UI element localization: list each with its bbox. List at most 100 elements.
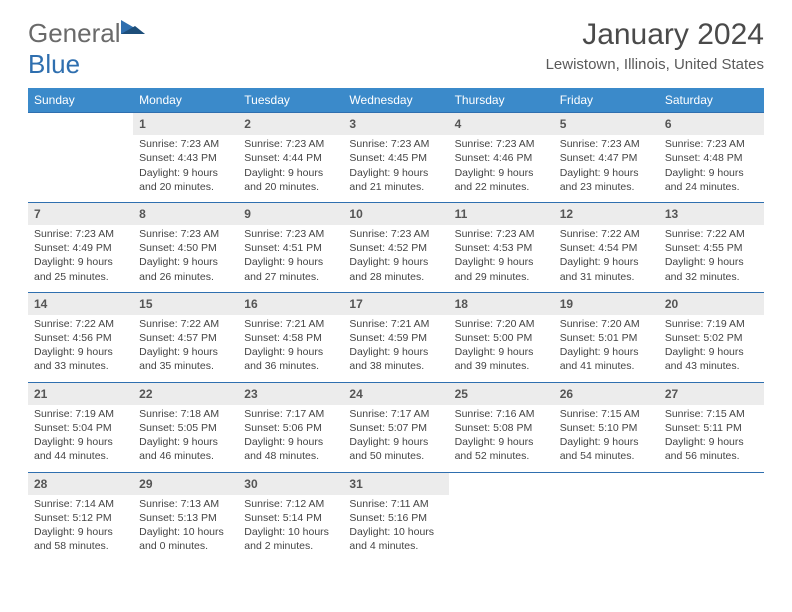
day-details-cell (659, 495, 764, 562)
sunset-text: Sunset: 4:56 PM (34, 331, 127, 345)
day-number-cell: 30 (238, 472, 343, 495)
weekday-header: Friday (554, 88, 659, 112)
sunrise-text: Sunrise: 7:23 AM (665, 137, 758, 151)
sunrise-text: Sunrise: 7:20 AM (455, 317, 548, 331)
day-number-cell: 13 (659, 202, 764, 225)
day-number-cell: 7 (28, 202, 133, 225)
day-number-cell: 11 (449, 202, 554, 225)
calendar-body: 123456Sunrise: 7:23 AMSunset: 4:43 PMDay… (28, 112, 764, 561)
day-details-cell: Sunrise: 7:20 AMSunset: 5:01 PMDaylight:… (554, 315, 659, 382)
sunrise-text: Sunrise: 7:22 AM (560, 227, 653, 241)
logo: General Blue (28, 18, 147, 80)
daynum-row: 78910111213 (28, 202, 764, 225)
details-row: Sunrise: 7:23 AMSunset: 4:43 PMDaylight:… (28, 135, 764, 202)
day-details-cell: Sunrise: 7:20 AMSunset: 5:00 PMDaylight:… (449, 315, 554, 382)
details-row: Sunrise: 7:14 AMSunset: 5:12 PMDaylight:… (28, 495, 764, 562)
sunset-text: Sunset: 4:43 PM (139, 151, 232, 165)
day-details-cell: Sunrise: 7:21 AMSunset: 4:59 PMDaylight:… (343, 315, 448, 382)
sunset-text: Sunset: 5:16 PM (349, 511, 442, 525)
daylight-text: Daylight: 9 hours and 28 minutes. (349, 255, 442, 283)
day-details-cell: Sunrise: 7:22 AMSunset: 4:56 PMDaylight:… (28, 315, 133, 382)
day-details-cell: Sunrise: 7:23 AMSunset: 4:52 PMDaylight:… (343, 225, 448, 292)
day-details-cell: Sunrise: 7:23 AMSunset: 4:46 PMDaylight:… (449, 135, 554, 202)
details-row: Sunrise: 7:22 AMSunset: 4:56 PMDaylight:… (28, 315, 764, 382)
day-number-cell: 25 (449, 382, 554, 405)
daylight-text: Daylight: 9 hours and 41 minutes. (560, 345, 653, 373)
details-row: Sunrise: 7:23 AMSunset: 4:49 PMDaylight:… (28, 225, 764, 292)
sunrise-text: Sunrise: 7:17 AM (244, 407, 337, 421)
details-row: Sunrise: 7:19 AMSunset: 5:04 PMDaylight:… (28, 405, 764, 472)
day-number-cell: 2 (238, 112, 343, 135)
weekday-header: Tuesday (238, 88, 343, 112)
daylight-text: Daylight: 10 hours and 2 minutes. (244, 525, 337, 553)
day-number-cell (449, 472, 554, 495)
sunset-text: Sunset: 4:57 PM (139, 331, 232, 345)
sunset-text: Sunset: 4:53 PM (455, 241, 548, 255)
sunset-text: Sunset: 4:50 PM (139, 241, 232, 255)
sunrise-text: Sunrise: 7:23 AM (139, 137, 232, 151)
day-number-cell: 26 (554, 382, 659, 405)
sunset-text: Sunset: 5:11 PM (665, 421, 758, 435)
day-number-cell: 8 (133, 202, 238, 225)
daylight-text: Daylight: 9 hours and 39 minutes. (455, 345, 548, 373)
day-details-cell: Sunrise: 7:13 AMSunset: 5:13 PMDaylight:… (133, 495, 238, 562)
day-details-cell: Sunrise: 7:22 AMSunset: 4:54 PMDaylight:… (554, 225, 659, 292)
sunrise-text: Sunrise: 7:15 AM (665, 407, 758, 421)
sunrise-text: Sunrise: 7:20 AM (560, 317, 653, 331)
daylight-text: Daylight: 9 hours and 20 minutes. (244, 166, 337, 194)
daylight-text: Daylight: 9 hours and 46 minutes. (139, 435, 232, 463)
sunrise-text: Sunrise: 7:23 AM (244, 137, 337, 151)
day-number-cell: 1 (133, 112, 238, 135)
sunset-text: Sunset: 5:04 PM (34, 421, 127, 435)
day-number-cell: 5 (554, 112, 659, 135)
day-number-cell: 27 (659, 382, 764, 405)
daylight-text: Daylight: 9 hours and 31 minutes. (560, 255, 653, 283)
daylight-text: Daylight: 9 hours and 23 minutes. (560, 166, 653, 194)
sunrise-text: Sunrise: 7:16 AM (455, 407, 548, 421)
daylight-text: Daylight: 10 hours and 4 minutes. (349, 525, 442, 553)
daylight-text: Daylight: 9 hours and 43 minutes. (665, 345, 758, 373)
day-details-cell: Sunrise: 7:23 AMSunset: 4:48 PMDaylight:… (659, 135, 764, 202)
day-details-cell: Sunrise: 7:23 AMSunset: 4:49 PMDaylight:… (28, 225, 133, 292)
weekday-header: Monday (133, 88, 238, 112)
daylight-text: Daylight: 9 hours and 58 minutes. (34, 525, 127, 553)
sunrise-text: Sunrise: 7:21 AM (349, 317, 442, 331)
day-number-cell: 19 (554, 292, 659, 315)
logo-text-general: General (28, 18, 121, 48)
sunset-text: Sunset: 4:45 PM (349, 151, 442, 165)
sunrise-text: Sunrise: 7:23 AM (455, 137, 548, 151)
sunrise-text: Sunrise: 7:22 AM (139, 317, 232, 331)
weekday-header: Wednesday (343, 88, 448, 112)
day-details-cell: Sunrise: 7:22 AMSunset: 4:55 PMDaylight:… (659, 225, 764, 292)
day-number-cell: 12 (554, 202, 659, 225)
day-number-cell: 29 (133, 472, 238, 495)
day-number-cell: 23 (238, 382, 343, 405)
daylight-text: Daylight: 9 hours and 26 minutes. (139, 255, 232, 283)
daylight-text: Daylight: 10 hours and 0 minutes. (139, 525, 232, 553)
day-number-cell: 17 (343, 292, 448, 315)
daylight-text: Daylight: 9 hours and 52 minutes. (455, 435, 548, 463)
sunrise-text: Sunrise: 7:22 AM (665, 227, 758, 241)
sunrise-text: Sunrise: 7:23 AM (139, 227, 232, 241)
weekday-header-row: Sunday Monday Tuesday Wednesday Thursday… (28, 88, 764, 112)
sunrise-text: Sunrise: 7:23 AM (34, 227, 127, 241)
daylight-text: Daylight: 9 hours and 48 minutes. (244, 435, 337, 463)
day-number-cell (28, 112, 133, 135)
weekday-header: Thursday (449, 88, 554, 112)
daylight-text: Daylight: 9 hours and 27 minutes. (244, 255, 337, 283)
month-title: January 2024 (546, 18, 764, 52)
daylight-text: Daylight: 9 hours and 20 minutes. (139, 166, 232, 194)
day-details-cell: Sunrise: 7:11 AMSunset: 5:16 PMDaylight:… (343, 495, 448, 562)
sunset-text: Sunset: 4:47 PM (560, 151, 653, 165)
day-details-cell: Sunrise: 7:14 AMSunset: 5:12 PMDaylight:… (28, 495, 133, 562)
daylight-text: Daylight: 9 hours and 36 minutes. (244, 345, 337, 373)
day-details-cell: Sunrise: 7:23 AMSunset: 4:45 PMDaylight:… (343, 135, 448, 202)
day-number-cell: 4 (449, 112, 554, 135)
day-number-cell: 22 (133, 382, 238, 405)
sunset-text: Sunset: 4:49 PM (34, 241, 127, 255)
day-details-cell: Sunrise: 7:23 AMSunset: 4:51 PMDaylight:… (238, 225, 343, 292)
logo-flag-icon (121, 18, 147, 36)
sunset-text: Sunset: 5:12 PM (34, 511, 127, 525)
sunrise-text: Sunrise: 7:22 AM (34, 317, 127, 331)
title-block: January 2024 Lewistown, Illinois, United… (546, 18, 764, 73)
